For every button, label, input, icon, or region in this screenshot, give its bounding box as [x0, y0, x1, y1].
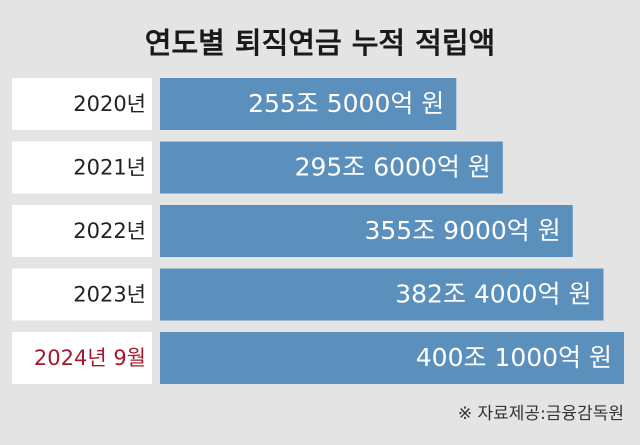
value-label: 355조 9000억 원 [365, 216, 561, 245]
chart-title: 연도별 퇴직연금 누적 적립액 [145, 26, 495, 60]
category-box [12, 332, 152, 384]
value-label: 400조 1000억 원 [416, 343, 612, 372]
category-label: 2020년 [73, 92, 146, 116]
bar [160, 332, 624, 384]
category-box [12, 141, 152, 194]
value-label: 295조 6000억 원 [295, 153, 491, 182]
category-label: 2024년 9월 [34, 346, 146, 370]
category-box [12, 205, 152, 257]
category-label: 2021년 [73, 156, 146, 180]
bar [160, 78, 457, 130]
category-box [12, 268, 152, 321]
source-note: ※ 자료제공:금융감독원 [458, 404, 624, 424]
bar [160, 268, 604, 321]
category-label: 2023년 [73, 283, 146, 307]
value-label: 255조 5000억 원 [248, 89, 444, 118]
bar [160, 205, 573, 257]
value-label: 382조 4000억 원 [395, 280, 591, 309]
category-box [12, 78, 152, 130]
bar [160, 141, 503, 194]
category-label: 2022년 [73, 219, 146, 243]
